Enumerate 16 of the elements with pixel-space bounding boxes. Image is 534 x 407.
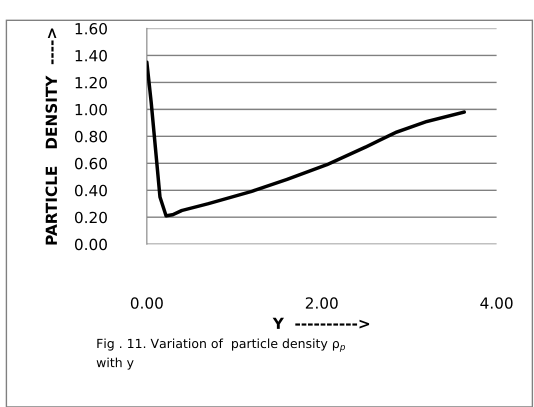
y-tick-label: 1.40 [76, 50, 107, 62]
x-tick-label: 2.00 [306, 297, 338, 309]
y-tick-label: 0.00 [74, 238, 107, 250]
x-axis-title: Y ----------> [272, 318, 370, 329]
y-tick-label: 0.60 [74, 158, 107, 170]
y-tick-label: 1.60 [76, 22, 107, 35]
line-series [146, 60, 466, 218]
y-tick-label: 0.40 [74, 184, 107, 196]
y-tick-label: 1.20 [76, 76, 107, 88]
y-tick-label: 1.00 [76, 104, 107, 116]
x-tick-label: 4.00 [480, 297, 513, 309]
text: Fig . 11. Variation of particle density ρ$_{p}$ with y [96, 338, 346, 370]
y-tick-label: 0.80 [74, 130, 107, 142]
y-tick-label: 0.20 [74, 212, 107, 224]
y-axis-title: PARTICLE DENSITY ----> [46, 28, 58, 244]
x-tick-label: 0.00 [130, 297, 163, 309]
